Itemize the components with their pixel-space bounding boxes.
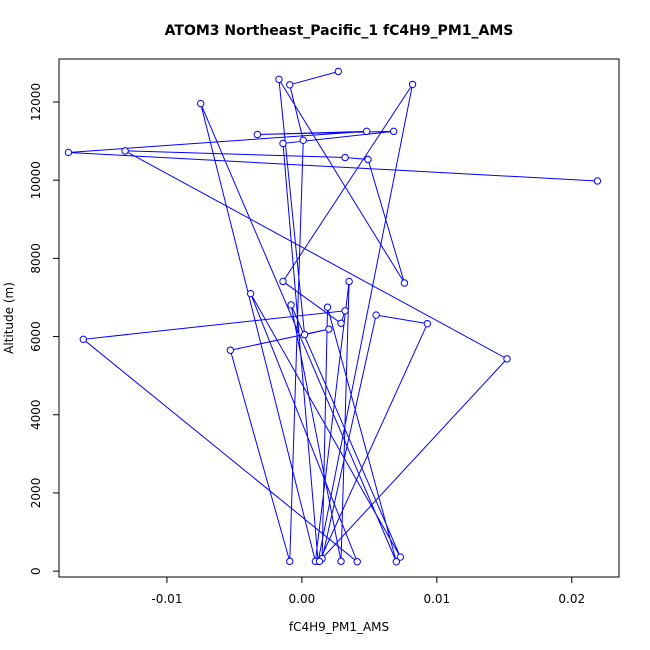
x-tick-label: 0.01 xyxy=(423,592,450,606)
data-point xyxy=(325,325,333,333)
y-tick-label: 6000 xyxy=(29,321,43,352)
y-axis-label: Altitude (m) xyxy=(2,282,16,354)
chart-title: ATOM3 Northeast_Pacific_1 fC4H9_PM1_AMS xyxy=(165,23,514,39)
data-point xyxy=(372,311,380,319)
data-point xyxy=(279,277,287,286)
y-tick-label: 2000 xyxy=(29,478,43,509)
data-point xyxy=(392,558,401,566)
data-point xyxy=(337,557,345,566)
data-point xyxy=(286,557,294,566)
data-point xyxy=(389,127,398,136)
data-point xyxy=(323,303,332,311)
data-point xyxy=(364,155,372,164)
data-point xyxy=(196,99,205,108)
y-tick-label: 4000 xyxy=(29,399,43,430)
data-point xyxy=(246,289,255,298)
data-point xyxy=(341,153,349,162)
data-point xyxy=(337,319,345,327)
data-point xyxy=(341,307,349,315)
data-point xyxy=(226,346,235,354)
data-point xyxy=(400,279,409,287)
data-series xyxy=(64,67,602,566)
data-point xyxy=(362,127,371,136)
data-point xyxy=(396,553,405,561)
y-tick-label: 10000 xyxy=(29,161,43,199)
x-tick-label: -0.01 xyxy=(151,592,182,606)
data-point xyxy=(423,319,432,328)
data-point xyxy=(315,557,324,566)
y-tick-label: 8000 xyxy=(29,243,43,274)
x-axis-label: fC4H9_PM1_AMS xyxy=(289,620,389,634)
data-point xyxy=(300,330,309,339)
data-point xyxy=(253,130,262,139)
x-tick-label: 0.02 xyxy=(558,592,585,606)
data-point xyxy=(334,67,343,76)
data-point xyxy=(64,148,73,157)
data-point xyxy=(408,80,417,89)
y-tick-label: 12000 xyxy=(29,83,43,121)
x-axis: -0.01 0.00 0.01 0.02 xyxy=(151,576,585,606)
data-point xyxy=(287,301,295,309)
x-tick-label: 0.00 xyxy=(289,592,316,606)
data-point xyxy=(275,75,283,84)
data-point xyxy=(353,558,361,566)
data-point xyxy=(286,81,294,89)
data-point xyxy=(503,355,511,363)
y-tick-label: 0 xyxy=(29,567,43,575)
data-point xyxy=(79,335,87,344)
y-axis: 0 2000 4000 6000 8000 10000 12000 xyxy=(29,83,60,575)
data-point xyxy=(345,277,353,286)
data-point xyxy=(593,177,602,185)
data-point xyxy=(121,147,129,155)
data-point xyxy=(279,139,287,148)
data-point xyxy=(299,136,307,145)
